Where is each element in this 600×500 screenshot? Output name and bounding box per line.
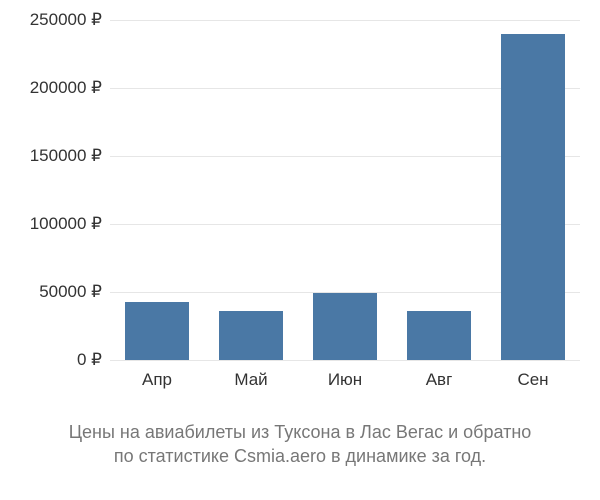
ytick-label: 250000 ₽ bbox=[2, 10, 102, 30]
caption-line-1: Цены на авиабилеты из Туксона в Лас Вега… bbox=[69, 422, 532, 442]
bar bbox=[501, 34, 565, 360]
bar bbox=[407, 311, 471, 360]
ytick-label: 100000 ₽ bbox=[2, 214, 102, 234]
bar bbox=[313, 293, 377, 360]
bar bbox=[219, 311, 283, 360]
ytick-label: 200000 ₽ bbox=[2, 78, 102, 98]
xtick-label: Июн bbox=[315, 370, 375, 390]
ytick-label: 150000 ₽ bbox=[2, 146, 102, 166]
plot-area bbox=[110, 20, 580, 360]
price-chart: 0 ₽ 50000 ₽ 100000 ₽ 150000 ₽ 200000 ₽ 250000… bbox=[0, 10, 600, 410]
gridline bbox=[110, 20, 580, 21]
xtick-label: Май bbox=[221, 370, 281, 390]
xtick-label: Апр bbox=[127, 370, 187, 390]
xtick-label: Авг bbox=[409, 370, 469, 390]
ytick-label: 50000 ₽ bbox=[2, 282, 102, 302]
caption-line-2: по статистике Csmia.aero в динамике за г… bbox=[114, 446, 486, 466]
bar bbox=[125, 302, 189, 360]
xtick-label: Сен bbox=[503, 370, 563, 390]
chart-caption: Цены на авиабилеты из Туксона в Лас Вега… bbox=[0, 420, 600, 469]
ytick-label: 0 ₽ bbox=[2, 350, 102, 370]
gridline bbox=[110, 360, 580, 361]
